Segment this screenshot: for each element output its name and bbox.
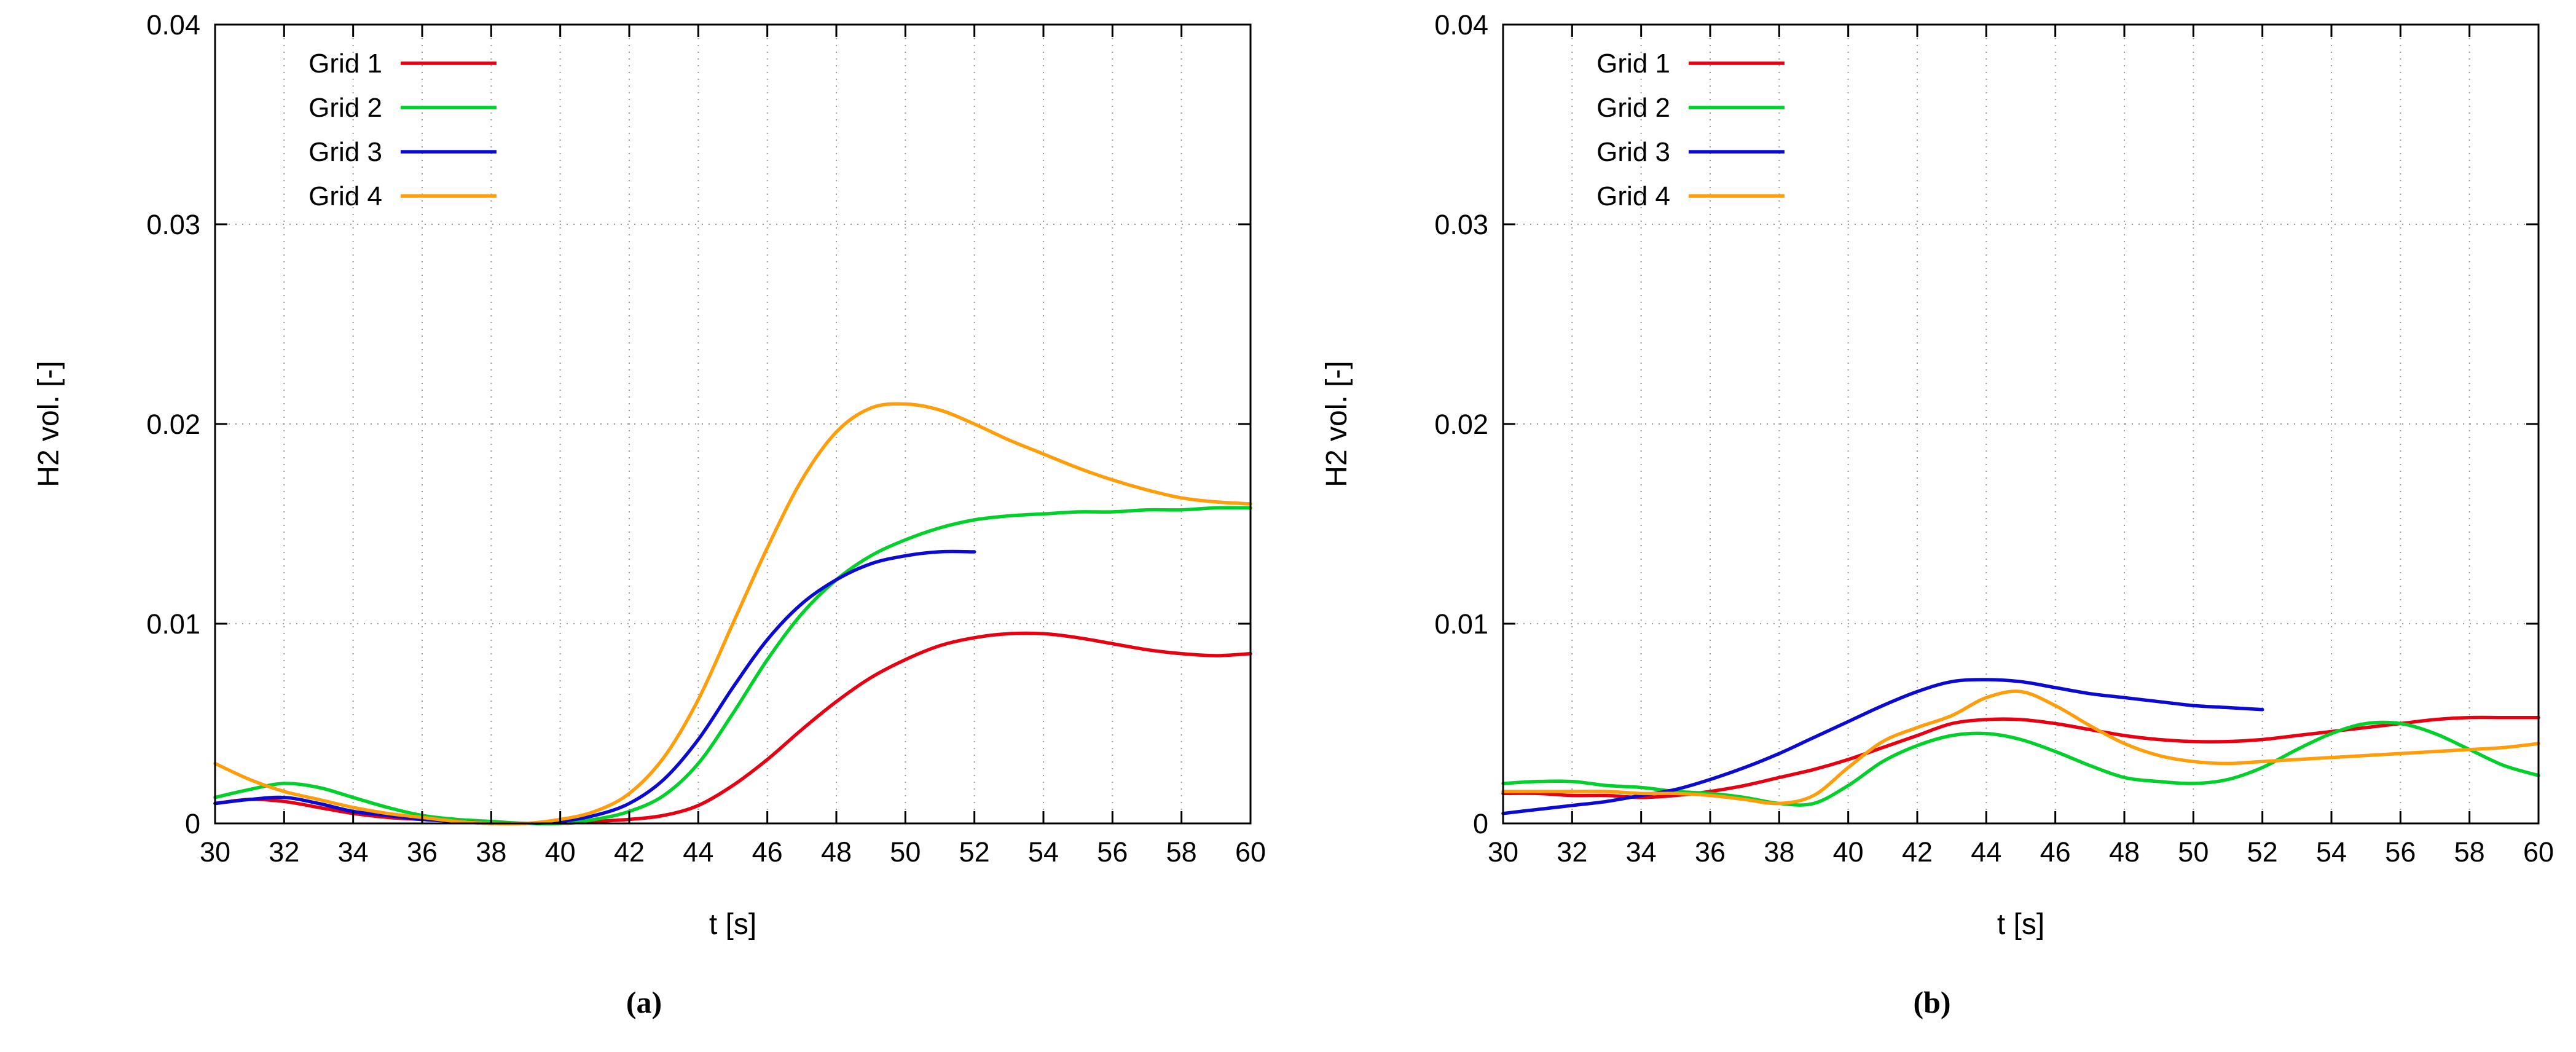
series-grid-3-line	[213, 549, 976, 826]
legend-label-grid-4: Grid 4	[308, 181, 382, 211]
x-tick-label: 38	[476, 836, 506, 868]
x-tick-label: 30	[1488, 836, 1518, 868]
x-tick-label: 46	[752, 836, 783, 868]
legend-label-grid-1: Grid 1	[1596, 49, 1670, 79]
y-axis-label: H2 vol. [-]	[33, 361, 65, 487]
y-tick-label: 0.01	[1434, 608, 1488, 640]
chart-a: 30 32 34 36 38 40 42 44 46 48 50 52 54 56 58 60 0 0.01 0.0…	[33, 9, 1266, 941]
legend-label-grid-4: Grid 4	[1596, 181, 1670, 211]
x-axis-label: t [s]	[1997, 908, 2044, 941]
y-tick-label: 0	[1473, 808, 1488, 839]
x-tick-label: 36	[407, 836, 438, 868]
panel-b-caption: (b)	[1913, 985, 1951, 1019]
x-tick-label: 46	[2040, 836, 2071, 868]
legend-label-grid-3: Grid 3	[1596, 137, 1670, 167]
x-tick-label: 40	[545, 836, 576, 868]
x-tick-label: 32	[269, 836, 299, 868]
x-tick-label: 50	[2178, 836, 2209, 868]
series-grid-3-line	[1501, 678, 2264, 815]
y-tick-label: 0.04	[146, 9, 200, 41]
x-axis-label: t [s]	[709, 908, 756, 941]
y-tick-label: 0.03	[1434, 209, 1488, 240]
x-tick-label: 30	[200, 836, 230, 868]
legend-label-grid-2: Grid 2	[1596, 93, 1670, 123]
x-tick-label: 32	[1557, 836, 1587, 868]
x-tick-label: 34	[338, 836, 369, 868]
series-grid-1-line	[1501, 715, 2540, 799]
series-grid-2-line	[213, 506, 1252, 826]
x-tick-label: 60	[1235, 836, 1266, 868]
x-tick-label: 56	[1097, 836, 1128, 868]
x-tick-label: 44	[1971, 836, 2001, 868]
x-tick-label: 54	[2316, 836, 2347, 868]
x-tick-label: 38	[1764, 836, 1794, 868]
panel-b: 30 32 34 36 38 40 42 44 46 48 50 52 54 56 58 60 0 0.01 0.0…	[1288, 0, 2576, 1052]
x-tick-label: 42	[614, 836, 645, 868]
legend-label-grid-1: Grid 1	[308, 49, 382, 79]
x-tick-label: 58	[2454, 836, 2485, 868]
panel-a: 30 32 34 36 38 40 42 44 46 48 50 52 54 56 58 60 0 0.01 0.0…	[33, 9, 1266, 1019]
x-tick-label: 44	[683, 836, 713, 868]
x-tick-label: 54	[1028, 836, 1059, 868]
y-tick-label: 0.02	[146, 409, 200, 440]
x-tick-label: 34	[1626, 836, 1657, 868]
x-tick-label: 52	[2247, 836, 2278, 868]
x-tick-label: 56	[2385, 836, 2416, 868]
y-tick-label: 0.01	[146, 608, 200, 640]
x-tick-label: 52	[959, 836, 990, 868]
series-grid-1-line	[213, 631, 1252, 825]
x-tick-label: 60	[2523, 836, 2554, 868]
y-tick-label: 0.04	[1434, 9, 1488, 41]
legend-label-grid-3: Grid 3	[308, 137, 382, 167]
legend-label-grid-2: Grid 2	[308, 93, 382, 123]
x-tick-label: 48	[821, 836, 852, 868]
x-tick-label: 48	[2109, 836, 2140, 868]
x-tick-label: 42	[1902, 836, 1933, 868]
chart-b: 30 32 34 36 38 40 42 44 46 48 50 52 54 56 58 60 0 0.01 0.0…	[1321, 9, 2554, 941]
y-tick-label: 0.03	[146, 209, 200, 240]
x-tick-label: 58	[1166, 836, 1197, 868]
y-axis-label: H2 vol. [-]	[1321, 361, 1353, 487]
series-grid-4-line	[213, 402, 1252, 826]
x-tick-label: 40	[1833, 836, 1864, 868]
panel-a-caption: (a)	[626, 985, 662, 1019]
y-tick-label: 0.02	[1434, 409, 1488, 440]
x-tick-label: 36	[1695, 836, 1726, 868]
y-tick-label: 0	[185, 808, 200, 839]
x-tick-label: 50	[890, 836, 921, 868]
series-grid-2-line	[1501, 720, 2540, 807]
series-grid-4-line	[1501, 689, 2540, 806]
